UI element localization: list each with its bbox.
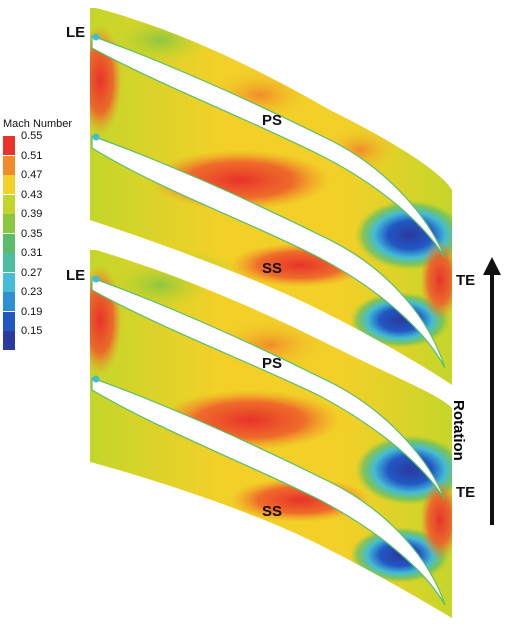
rotation-arrow-icon [483, 257, 501, 525]
blade-1 [91, 35, 446, 259]
legend-value: 0.55 [21, 130, 43, 142]
legend-entry: 0.27 [3, 267, 63, 292]
legend-entry: 0.31 [3, 247, 63, 272]
legend-value: 0.31 [21, 247, 43, 259]
rotation-label: Rotation [450, 400, 467, 461]
legend-swatch [3, 272, 15, 292]
legend-value: 0.43 [21, 188, 43, 201]
legend-swatch [3, 175, 15, 194]
leading-edge-label-middle: LE [66, 267, 86, 284]
legend-swatch [3, 155, 15, 175]
legend-entry: 0.51 [3, 150, 63, 175]
legend-value: 0.39 [21, 208, 43, 220]
legend-value: 0.23 [21, 286, 43, 298]
mach-number-legend: Mach Number 0.55 0.51 0.47 0.43 0.39 0.35 0.31… [1, 118, 73, 351]
legend-swatch [3, 214, 15, 233]
legend-value: 0.27 [21, 266, 43, 279]
legend-entry: 0.35 [3, 228, 63, 253]
leading-edge-label-top: LE [66, 24, 86, 41]
legend-entry: 0.47 [3, 169, 63, 194]
legend-entry: 0.15 [3, 325, 63, 350]
legend-value: 0.35 [21, 227, 43, 240]
legend-value: 0.15 [21, 325, 43, 337]
legend-title: Mach Number [3, 118, 73, 130]
legend-entry: 0.23 [3, 286, 63, 311]
blades [91, 35, 446, 606]
trailing-edge-label-top: TE [456, 272, 476, 289]
legend-entry: 0.39 [3, 208, 63, 233]
suction-side-label-bottom: SS [262, 503, 283, 520]
pressure-side-label-bottom: PS [262, 355, 283, 372]
legend-value: 0.47 [21, 169, 43, 181]
legend-entry: 0.19 [3, 306, 63, 331]
blade-3 [91, 277, 446, 501]
legend-entry: 0.55 [3, 130, 63, 155]
legend-value: 0.51 [21, 149, 43, 162]
blade-4 [91, 377, 446, 606]
legend-swatch [3, 292, 15, 311]
legend-swatch [3, 311, 15, 331]
legend-entry: 0.43 [3, 189, 63, 214]
legend-swatch [3, 331, 15, 350]
legend-scale: 0.55 0.51 0.47 0.43 0.39 0.35 0.31 0.27 0.23 0.19… [1, 130, 73, 351]
legend-swatch [3, 136, 15, 155]
stagnation-points [92, 33, 100, 383]
pressure-side-label-top: PS [262, 112, 283, 129]
suction-side-label-top: SS [262, 260, 283, 277]
blade-2 [91, 135, 446, 369]
legend-swatch [3, 233, 15, 253]
trailing-edge-label-bottom: TE [456, 484, 476, 501]
legend-value: 0.19 [21, 305, 43, 318]
legend-swatch [3, 194, 15, 214]
legend-swatch [3, 253, 15, 272]
